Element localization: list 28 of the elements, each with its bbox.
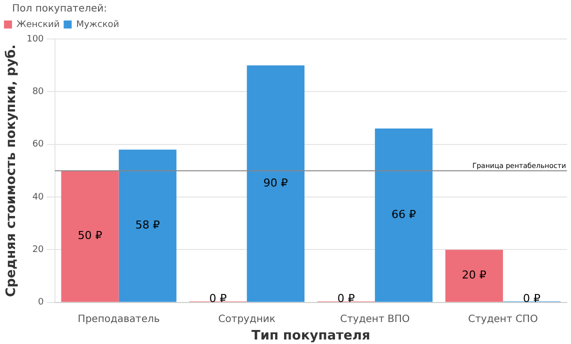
data-label: 66 ₽ bbox=[391, 208, 416, 222]
x-tick-label: Студент СПО bbox=[468, 314, 538, 325]
x-tick-label: Студент ВПО bbox=[340, 314, 410, 325]
y-tick-label: 0 bbox=[38, 298, 44, 308]
data-label: 0 ₽ bbox=[337, 292, 355, 305]
bar bbox=[374, 128, 433, 302]
y-tick-label: 60 bbox=[32, 140, 44, 150]
data-label: 50 ₽ bbox=[78, 229, 102, 242]
data-label: 20 ₽ bbox=[462, 268, 486, 282]
y-axis-title: Средняя стоимость покупки, руб. bbox=[4, 44, 20, 297]
y-tick-label: 80 bbox=[32, 87, 44, 98]
x-axis-title: Тип покупателя bbox=[252, 328, 370, 344]
bar bbox=[246, 65, 304, 302]
y-tick-label: 100 bbox=[26, 34, 44, 44]
data-label: 90 ₽ bbox=[263, 176, 288, 190]
data-label: 0 ₽ bbox=[209, 292, 227, 305]
y-tick-label: 20 bbox=[32, 245, 44, 256]
bar bbox=[445, 250, 503, 302]
legend-label: Мужской bbox=[76, 20, 120, 30]
x-tick-label: Сотрудник bbox=[218, 314, 276, 325]
bar bbox=[118, 150, 176, 302]
legend-title: Пол покупателей: bbox=[12, 4, 108, 15]
legend-label: Женский bbox=[16, 20, 60, 30]
y-tick-label: 40 bbox=[32, 192, 44, 202]
bar bbox=[61, 170, 119, 302]
data-label: 58 ₽ bbox=[135, 218, 160, 232]
x-tick-label: Преподаватель bbox=[78, 314, 160, 325]
data-label: 0 ₽ bbox=[523, 292, 541, 305]
